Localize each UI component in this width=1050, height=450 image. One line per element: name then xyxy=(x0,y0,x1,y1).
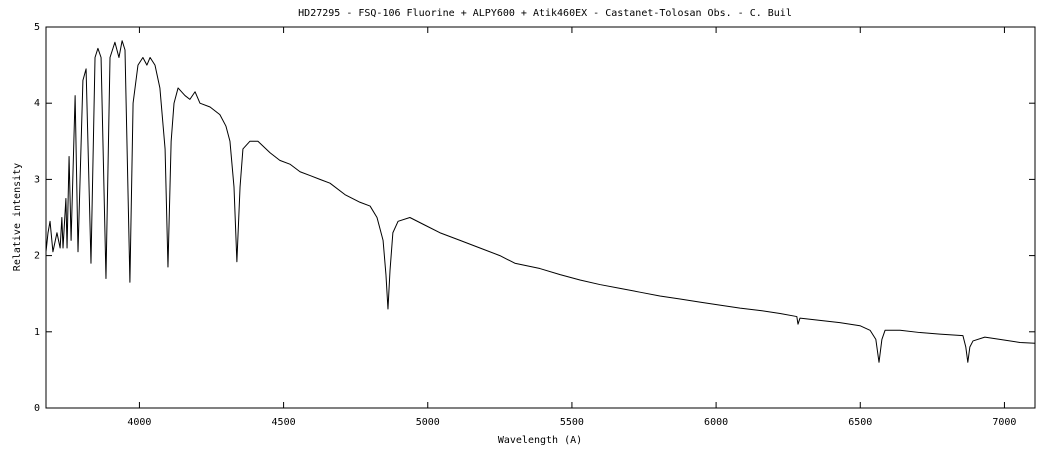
y-tick-label: 3 xyxy=(34,174,40,185)
x-tick-label: 4500 xyxy=(272,417,296,428)
x-tick-label: 4000 xyxy=(127,417,151,428)
y-tick-label: 5 xyxy=(34,22,40,33)
x-tick-label: 5000 xyxy=(416,417,440,428)
y-tick-label: 1 xyxy=(34,327,40,338)
spectrum-line xyxy=(45,40,1036,363)
plot-frame xyxy=(45,26,1036,409)
x-tick-label: 6000 xyxy=(704,417,728,428)
y-tick-label: 4 xyxy=(34,98,40,109)
y-axis-label: Relative intensity xyxy=(12,163,23,271)
x-tick-label: 6500 xyxy=(848,417,872,428)
y-tick-label: 2 xyxy=(34,251,40,262)
chart-title: HD27295 - FSQ-106 Fluorine + ALPY600 + A… xyxy=(298,8,792,19)
y-tick-label: 0 xyxy=(34,403,40,414)
x-tick-label: 7000 xyxy=(992,417,1016,428)
x-axis-label: Wavelength (A) xyxy=(498,435,582,446)
x-tick-label: 5500 xyxy=(560,417,584,428)
